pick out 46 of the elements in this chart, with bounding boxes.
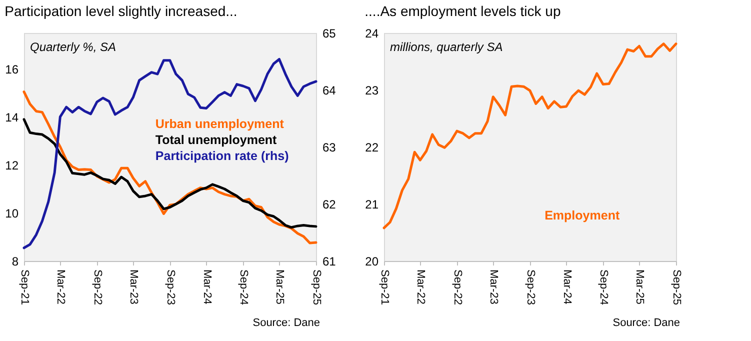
x-tick-label: Sep-25 — [670, 270, 682, 305]
y-tick-label: 12 — [5, 158, 19, 172]
chart-title: ....As employment levels tick up — [364, 3, 561, 19]
y2-tick-label: 63 — [322, 140, 336, 154]
line-series — [22, 58, 318, 250]
y-tick-label: 24 — [365, 26, 379, 40]
text: Urban unemployment — [155, 117, 285, 132]
y-tick-label: 8 — [12, 254, 19, 268]
y-tick-label: 16 — [5, 62, 19, 76]
text: Total unemployment — [155, 133, 278, 148]
annotation: millions, quarterly SA — [390, 40, 503, 54]
chart-title: Participation level slightly increased... — [4, 3, 238, 19]
text: Participation rate (rhs) — [155, 149, 289, 164]
x-tick-label: Mar-22 — [54, 270, 67, 304]
y-tick-label: 10 — [5, 206, 19, 220]
x-tick-label: Mar-24 — [560, 270, 573, 304]
x-tick-label: Sep-21 — [378, 270, 390, 305]
x-tick-label: Mar-22 — [414, 270, 427, 304]
y-tick-label: 22 — [365, 140, 379, 154]
y2-tick-label: 61 — [322, 254, 336, 268]
x-tick-label: Sep-23 — [524, 270, 536, 305]
x-tick-label: Sep-22 — [451, 270, 464, 305]
x-tick-label: Mar-23 — [488, 270, 500, 304]
x-tick-label: Sep-23 — [164, 270, 176, 305]
y2-tick-label: 65 — [322, 26, 336, 40]
x-tick-label: Mar-23 — [128, 270, 140, 304]
y2-tick-label: 62 — [322, 198, 336, 212]
source-note: Source: Dane — [612, 317, 680, 329]
y-tick-label: 14 — [5, 110, 19, 124]
line-series — [22, 118, 318, 229]
x-tick-label: Mar-24 — [200, 270, 213, 304]
x-tick-label: Sep-24 — [238, 270, 250, 305]
line-series — [382, 42, 678, 230]
x-tick-label: Sep-22 — [91, 270, 104, 305]
y-tick-label: 21 — [365, 198, 379, 212]
annotation: Quarterly %, SA — [30, 40, 116, 54]
source-note: Source: Dane — [252, 317, 320, 329]
text: Employment — [544, 208, 620, 222]
y-tick-label: 20 — [365, 254, 379, 268]
x-tick-label: Mar-25 — [274, 270, 286, 304]
x-tick-label: Sep-24 — [598, 270, 610, 305]
x-tick-label: Sep-21 — [18, 270, 30, 305]
y2-tick-label: 64 — [322, 84, 336, 98]
y-tick-label: 23 — [365, 84, 379, 98]
x-tick-label: Sep-25 — [310, 270, 322, 305]
x-tick-label: Mar-25 — [634, 270, 646, 304]
